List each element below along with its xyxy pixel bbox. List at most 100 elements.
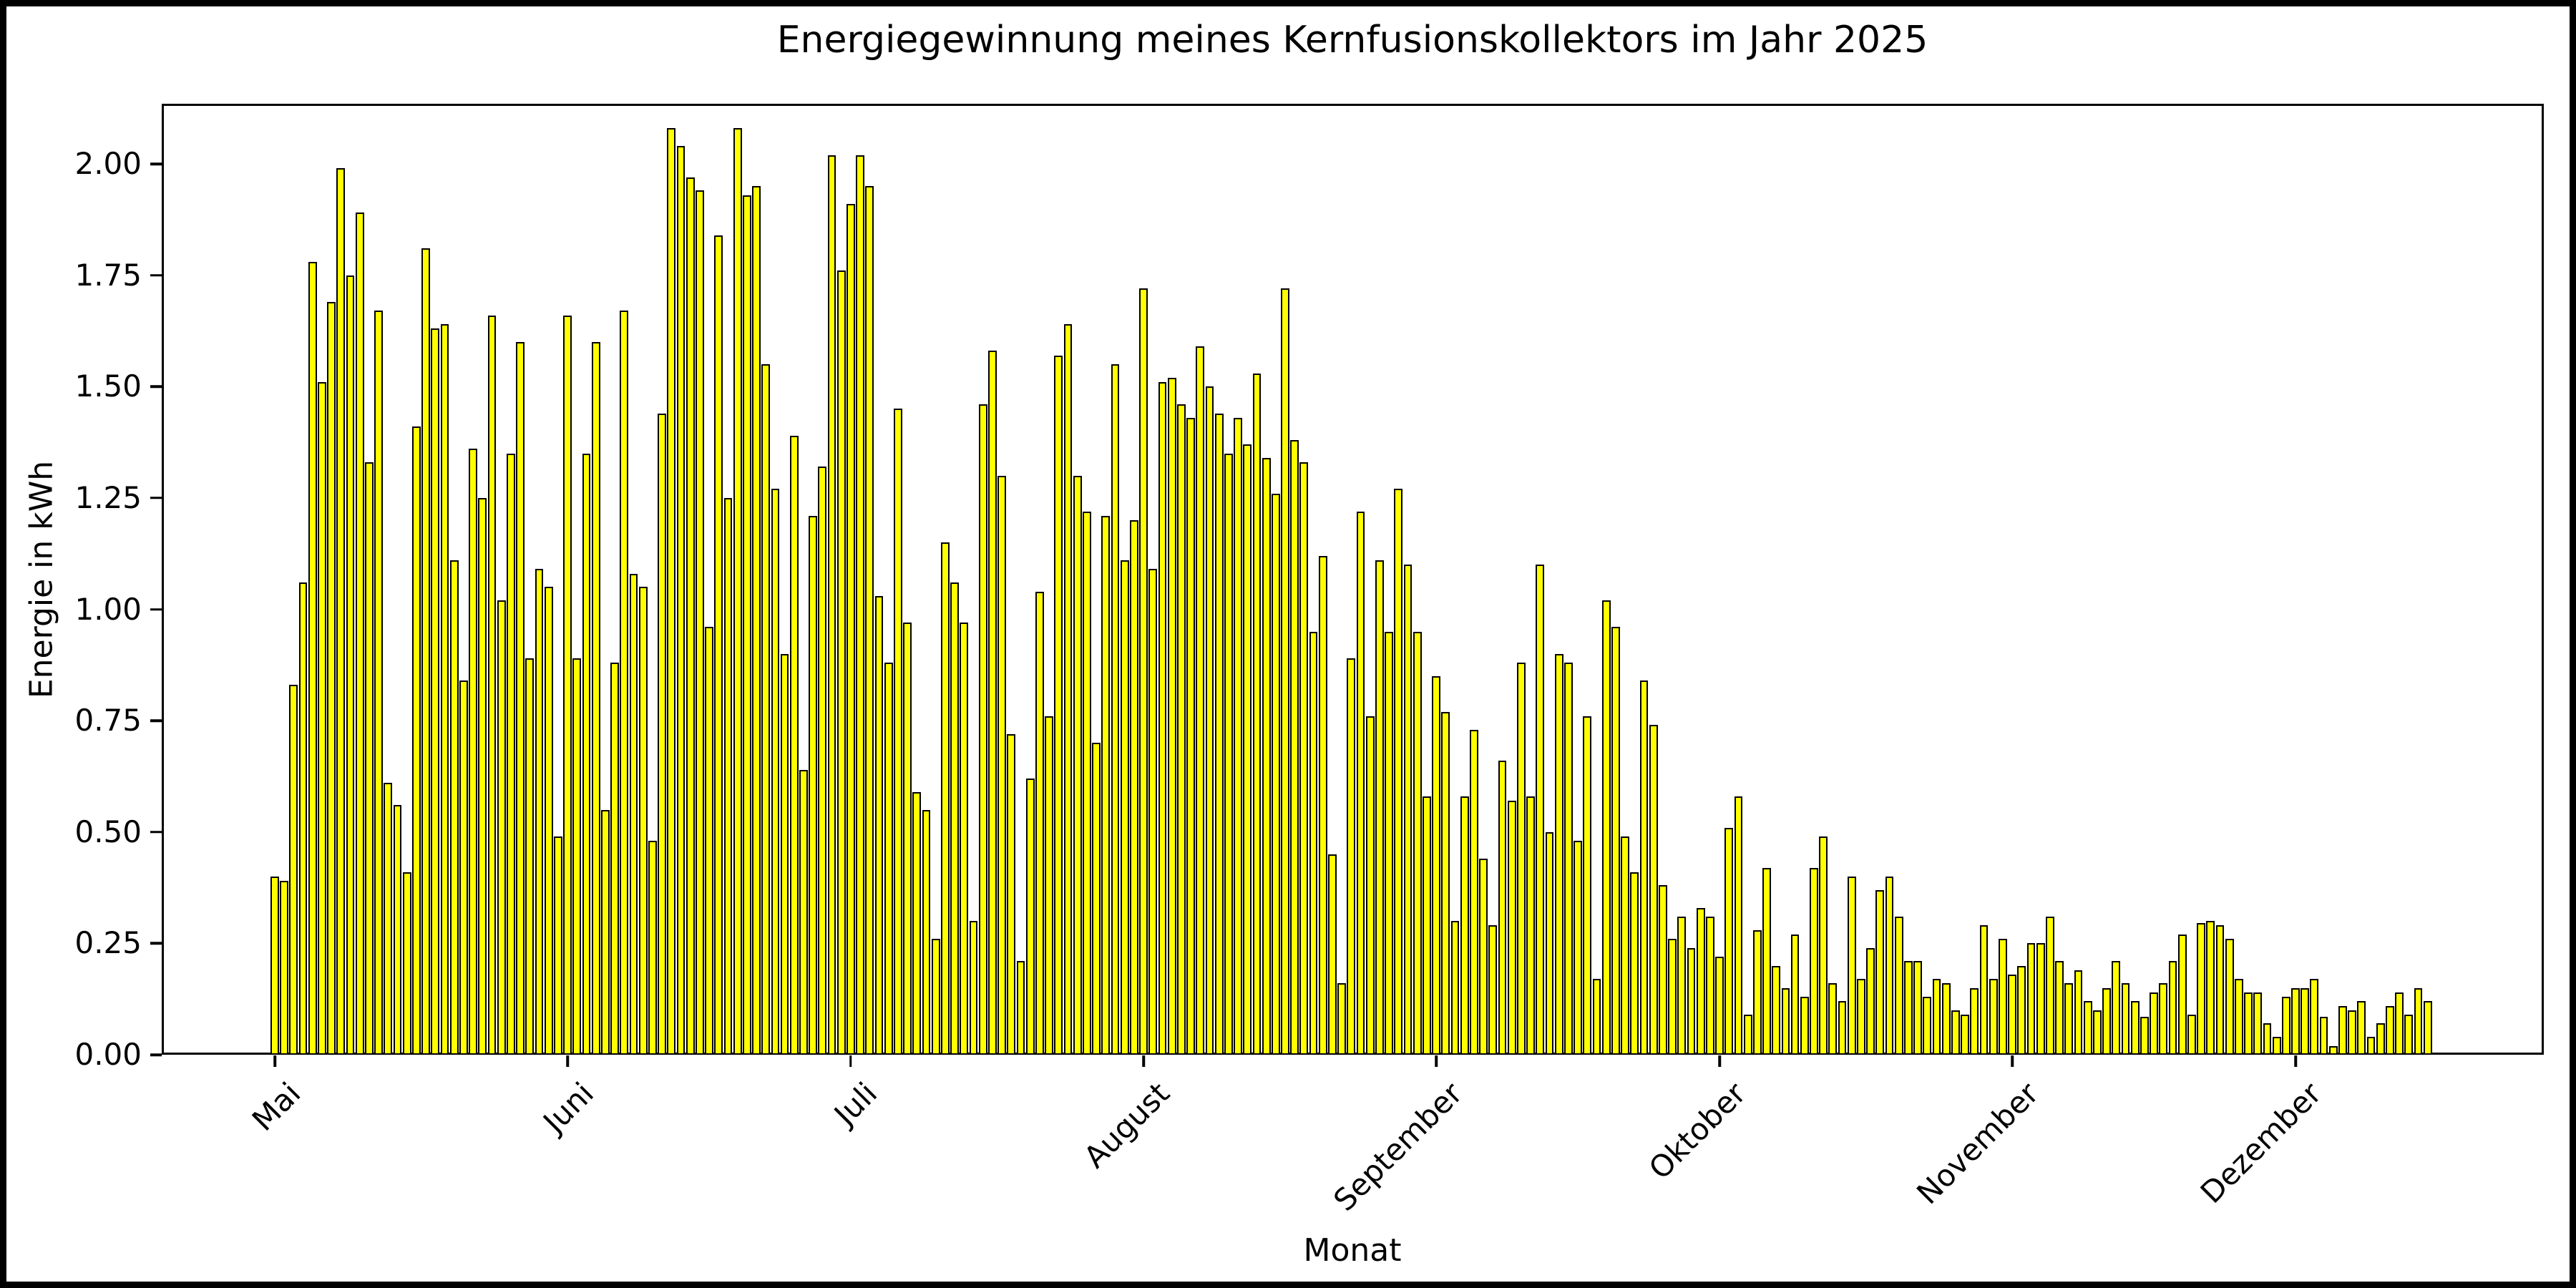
bar-juli-20: [1025, 779, 1035, 1055]
bar-august-10: [1224, 453, 1233, 1055]
bar-august-3: [1158, 382, 1167, 1055]
bar-dezember-1: [2414, 987, 2423, 1055]
y-tick-label: 1.25: [74, 479, 142, 515]
bar-dezember-8: [2357, 1001, 2366, 1055]
bar-oktober-21: [1904, 961, 1913, 1055]
x-tick-label-november: November: [1909, 1075, 2045, 1211]
y-tick-mark: [150, 831, 162, 834]
bar-november-11: [2102, 987, 2111, 1055]
y-tick-label: 1.00: [74, 591, 142, 627]
bar-november-5: [2045, 917, 2054, 1055]
bar-juli-12: [950, 582, 960, 1055]
bar-november-16: [2253, 992, 2263, 1055]
bar-mai-17: [421, 248, 431, 1055]
bar-juli-31: [1129, 520, 1138, 1055]
bar-september-2: [1441, 711, 1450, 1055]
bar-mai-10: [355, 213, 364, 1055]
bar-august-1: [1281, 288, 1289, 1055]
y-tick-label: 0.50: [74, 814, 142, 849]
bar-august-8: [1205, 386, 1214, 1055]
bar-september-21: [1621, 836, 1629, 1055]
x-tick-label-juni: Juni: [536, 1075, 600, 1140]
bar-mai-9: [346, 275, 355, 1055]
bar-mai-30: [544, 587, 553, 1055]
bar-oktober-2: [1724, 827, 1734, 1055]
bar-mai-6: [318, 382, 326, 1055]
bar-november-29: [2272, 1037, 2281, 1055]
bar-november-9: [2083, 1001, 2092, 1055]
y-tick-label: 1.50: [74, 369, 142, 404]
bar-juni-16: [705, 627, 713, 1055]
x-tick-mark: [1718, 1055, 1721, 1067]
y-tick-mark: [150, 497, 162, 499]
bar-august-6: [1186, 417, 1195, 1055]
bar-juni-23: [771, 489, 780, 1055]
bar-september-16: [1574, 841, 1582, 1055]
bar-september-13: [1545, 831, 1554, 1055]
bar-juli-27: [1092, 743, 1101, 1055]
bar-september-22: [1630, 872, 1639, 1055]
bar-november-28: [2263, 1023, 2272, 1055]
bar-mai-20: [449, 560, 459, 1055]
x-tick-mark: [273, 1055, 276, 1067]
bar-august-2: [1148, 569, 1158, 1055]
bar-mai-19: [440, 324, 449, 1055]
bar-dezember-6: [2386, 1005, 2394, 1055]
bar-juli-16: [988, 351, 997, 1055]
x-tick-label-mai: Mai: [245, 1075, 308, 1138]
bar-august-17: [1290, 439, 1299, 1055]
bar-dezember-1: [2301, 987, 2310, 1055]
bar-dezember-10: [2376, 1023, 2385, 1055]
bar-juni-10: [648, 841, 657, 1055]
y-tick-mark: [150, 942, 162, 945]
bar-mai-23: [478, 497, 487, 1055]
bar-juli-17: [997, 475, 1006, 1055]
x-tick-mark: [1435, 1055, 1438, 1067]
bar-august-19: [1385, 631, 1394, 1055]
bar-oktober-18: [1875, 889, 1885, 1055]
bar-november-7: [2121, 983, 2130, 1055]
x-tick-label-juli: Juli: [827, 1075, 884, 1132]
bar-august-18: [1299, 462, 1309, 1055]
x-tick-label-oktober: Oktober: [1641, 1075, 1752, 1186]
bar-juli-11: [941, 542, 950, 1055]
bar-september-10: [1517, 663, 1526, 1055]
bar-mai-27: [516, 342, 525, 1055]
bar-juni-6: [610, 663, 619, 1055]
bar-oktober-4: [1743, 1014, 1752, 1055]
bar-september-19: [1601, 600, 1611, 1055]
bar-juli-21: [1035, 591, 1044, 1055]
bar-juli-14: [969, 921, 978, 1055]
bar-oktober-5: [1752, 930, 1762, 1055]
y-tick-mark: [150, 273, 162, 277]
x-tick-mark: [566, 1055, 569, 1067]
bar-november-6: [2112, 961, 2121, 1055]
bar-juli-29: [1111, 364, 1120, 1055]
bar-august-14: [1262, 457, 1271, 1055]
bar-november-16: [2150, 992, 2158, 1055]
bar-september-4: [1460, 796, 1469, 1055]
bar-juli-3: [865, 186, 874, 1055]
bar-juni-15: [695, 190, 704, 1055]
bar-juli-18: [1007, 733, 1016, 1055]
x-tick-mark: [2011, 1055, 2014, 1067]
bar-oktober-20: [1894, 917, 1903, 1055]
bar-september-29: [1696, 907, 1705, 1055]
x-tick-label-august: August: [1077, 1075, 1176, 1175]
bar-juli-7: [903, 623, 912, 1055]
bar-mai-22: [469, 449, 478, 1055]
bar-oktober-3: [1734, 796, 1743, 1055]
bar-september-23: [1639, 680, 1649, 1055]
bar-november-19: [2177, 934, 2187, 1055]
y-tick-mark: [150, 162, 162, 165]
bar-september-3: [1450, 921, 1460, 1055]
bar-november-30: [2281, 997, 2290, 1055]
bar-juli-19: [1016, 961, 1025, 1055]
bar-mai-4: [298, 582, 308, 1055]
y-tick-label: 0.00: [74, 1037, 142, 1072]
bar-juni-7: [620, 311, 629, 1055]
bar-mai-13: [384, 783, 393, 1055]
bar-oktober-26: [1951, 1010, 1960, 1055]
bar-juni-26: [799, 769, 808, 1055]
bar-juni-2: [572, 658, 582, 1055]
